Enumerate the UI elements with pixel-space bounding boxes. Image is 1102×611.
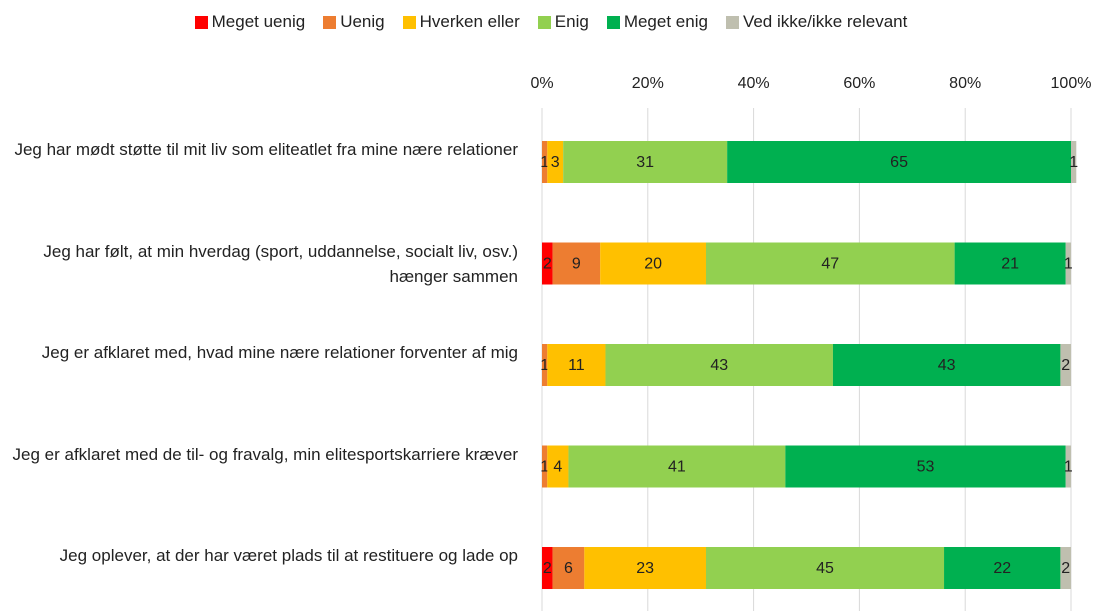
data-label: 22 <box>993 560 1011 577</box>
bar-segment <box>584 547 706 589</box>
category-label: Jeg er afklaret med, hvad mine nære rela… <box>41 343 518 362</box>
bar-segment <box>542 141 548 183</box>
bar-segment <box>705 547 945 589</box>
data-label: 47 <box>821 256 839 273</box>
legend-swatch <box>194 15 208 29</box>
data-label: 1 <box>540 154 549 171</box>
legend-label: Enig <box>554 12 589 31</box>
category-label: Jeg er afklaret med de til- og fravalg, … <box>12 444 518 464</box>
legend-swatch <box>725 15 739 29</box>
data-label: 2 <box>1061 357 1070 374</box>
legend-swatch <box>402 15 416 29</box>
bar-segment <box>547 344 606 386</box>
bar-segment <box>542 445 548 488</box>
bar-segment <box>547 445 569 488</box>
data-label: 2 <box>543 256 552 273</box>
x-tick-label: 60% <box>843 75 875 92</box>
x-tick-label: 0% <box>530 75 553 92</box>
legend-label: Hverken eller <box>419 12 520 31</box>
x-tick-label: 100% <box>1051 75 1092 92</box>
data-label: 3 <box>551 154 560 171</box>
bar-segment <box>1071 141 1077 183</box>
bar-segment <box>552 547 585 589</box>
data-label: 2 <box>1061 560 1070 577</box>
bar-segment <box>542 344 548 386</box>
data-label: 1 <box>1064 459 1073 476</box>
bar-segment <box>944 547 1061 589</box>
bar-segment <box>542 242 553 285</box>
bar-segment <box>1060 344 1071 386</box>
legend-swatch <box>606 15 620 29</box>
legend-item: Ved ikke/ikke relevant <box>725 12 908 32</box>
bar-segment <box>1065 242 1071 285</box>
legend-swatch <box>323 15 337 29</box>
data-label: 53 <box>917 459 935 476</box>
legend-label: Uenig <box>340 12 385 31</box>
category-label: Jeg har mødt støtte til mit liv som elit… <box>14 140 518 159</box>
bar-segment <box>552 242 601 285</box>
data-label: 41 <box>668 459 686 476</box>
legend-item: Hverken eller <box>402 12 520 32</box>
data-label: 31 <box>636 154 654 171</box>
bar-segment <box>605 344 833 386</box>
data-label: 20 <box>644 256 662 273</box>
bar-segment <box>832 344 1061 386</box>
data-label: 43 <box>710 357 728 374</box>
data-label: 23 <box>636 560 654 577</box>
data-label: 2 <box>543 560 552 577</box>
legend-label: Meget enig <box>623 12 708 31</box>
legend-item: Meget enig <box>606 12 708 32</box>
data-label: 4 <box>553 459 562 476</box>
data-label: 21 <box>1001 256 1019 273</box>
bar-segment <box>547 141 564 183</box>
bar-segment <box>705 242 955 285</box>
data-label: 43 <box>938 357 956 374</box>
data-label: 6 <box>564 560 573 577</box>
legend-swatch <box>537 15 551 29</box>
bar-segment <box>1060 547 1071 589</box>
bar-segment <box>954 242 1066 285</box>
bar-segment <box>1065 445 1071 488</box>
x-tick-label: 80% <box>949 75 981 92</box>
data-label: 1 <box>540 459 549 476</box>
bar-segment <box>542 547 553 589</box>
legend: Meget uenig Uenig Hverken eller Enig Meget e… <box>0 12 1102 32</box>
data-label: 45 <box>816 560 834 577</box>
legend-item: Enig <box>537 12 589 32</box>
legend-item: Uenig <box>323 12 385 32</box>
data-label: 11 <box>568 357 585 374</box>
data-label: 1 <box>1064 256 1073 273</box>
data-label: 9 <box>572 256 581 273</box>
bar-segment <box>600 242 706 285</box>
legend-label: Ved ikke/ikke relevant <box>742 12 908 31</box>
category-label: Jeg oplever, at der har været plads til … <box>59 546 518 565</box>
data-label: 1 <box>540 357 549 374</box>
category-label: Jeg har følt, at min hverdag (sport, udd… <box>43 241 518 286</box>
bar-segment <box>785 445 1066 488</box>
data-label: 1 <box>1069 154 1078 171</box>
data-label: 65 <box>890 154 908 171</box>
x-tick-label: 20% <box>632 75 664 92</box>
bar-segment <box>568 445 786 488</box>
legend-item: Meget uenig <box>194 12 306 32</box>
bar-segment <box>563 141 728 183</box>
legend-label: Meget uenig <box>211 12 306 31</box>
bar-segment <box>727 141 1071 183</box>
x-tick-label: 40% <box>738 75 770 92</box>
